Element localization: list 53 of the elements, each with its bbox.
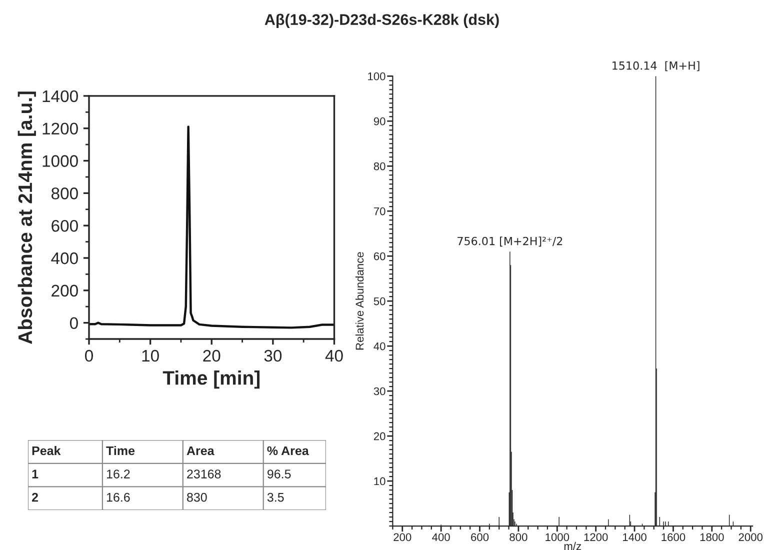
y-tick-label: 50	[374, 297, 386, 306]
text: 16.2	[106, 470, 130, 478]
x-tick-label: 30	[264, 350, 282, 362]
x-tick-label: 400	[432, 533, 450, 542]
x-tick-label: 1000	[546, 533, 570, 542]
x-tick-label: 2000	[738, 533, 763, 542]
x-tick-label: 1200	[584, 533, 608, 542]
text: 2	[32, 492, 38, 502]
y-tick-label: 800	[52, 188, 78, 200]
y-tick-label: 600	[52, 220, 78, 232]
y-tick-label: 1400	[42, 90, 78, 102]
y-tick-label: 100	[368, 72, 386, 80]
annotation: 1510.14 [M+H]	[612, 61, 700, 72]
text: % Area	[267, 446, 309, 456]
y-tick-label: 60	[374, 252, 386, 260]
text: Peak	[32, 446, 61, 456]
x-tick-label: 40	[325, 350, 343, 362]
x-axis-title: m/z	[564, 542, 582, 550]
x-axis-title: Time [min]	[162, 370, 260, 389]
line-series	[89, 126, 334, 329]
x-tick-label: 20	[203, 350, 220, 362]
y-tick-label: 10	[374, 477, 386, 486]
y-axis-title: Absorbance at 214nm [a.u.]	[18, 92, 36, 344]
x-tick-label: 0	[85, 350, 93, 362]
text: 1	[32, 470, 38, 478]
y-tick-label: 70	[374, 207, 386, 216]
x-tick-label: 600	[471, 533, 489, 542]
text: 3.5	[267, 492, 284, 502]
y-tick-label: 20	[374, 432, 386, 440]
y-tick-label: 1000	[42, 155, 78, 167]
y-tick-label: 40	[374, 342, 386, 350]
annotation: 756.01 [M+2H]²⁺/2	[458, 236, 562, 247]
y-tick-label: 1200	[42, 122, 78, 135]
y-tick-label: 30	[374, 387, 386, 396]
y-axis-title: Relative Abundance	[355, 252, 364, 350]
y-tick-label: 200	[52, 284, 78, 297]
x-tick-label: 800	[510, 533, 528, 542]
y-tick-label: 400	[51, 252, 78, 264]
text: 23168	[187, 470, 221, 478]
x-tick-label: 1400	[623, 533, 646, 542]
text: 96.5	[268, 470, 291, 478]
x-tick-label: 1600	[662, 533, 686, 542]
text: Aβ(19-32)-D23d-S26s-K28k (dsk)	[264, 14, 499, 28]
text: 16.6	[106, 492, 130, 502]
y-tick-label: 0	[70, 317, 78, 330]
x-tick-label: 200	[394, 533, 412, 542]
text: Time	[106, 446, 135, 456]
text: 830	[187, 492, 207, 502]
text: Area	[186, 446, 214, 456]
y-tick-label: 90	[374, 117, 386, 126]
x-tick-label: 10	[142, 350, 159, 362]
y-tick-label: 80	[374, 162, 386, 170]
x-tick-label: 1800	[700, 533, 724, 542]
